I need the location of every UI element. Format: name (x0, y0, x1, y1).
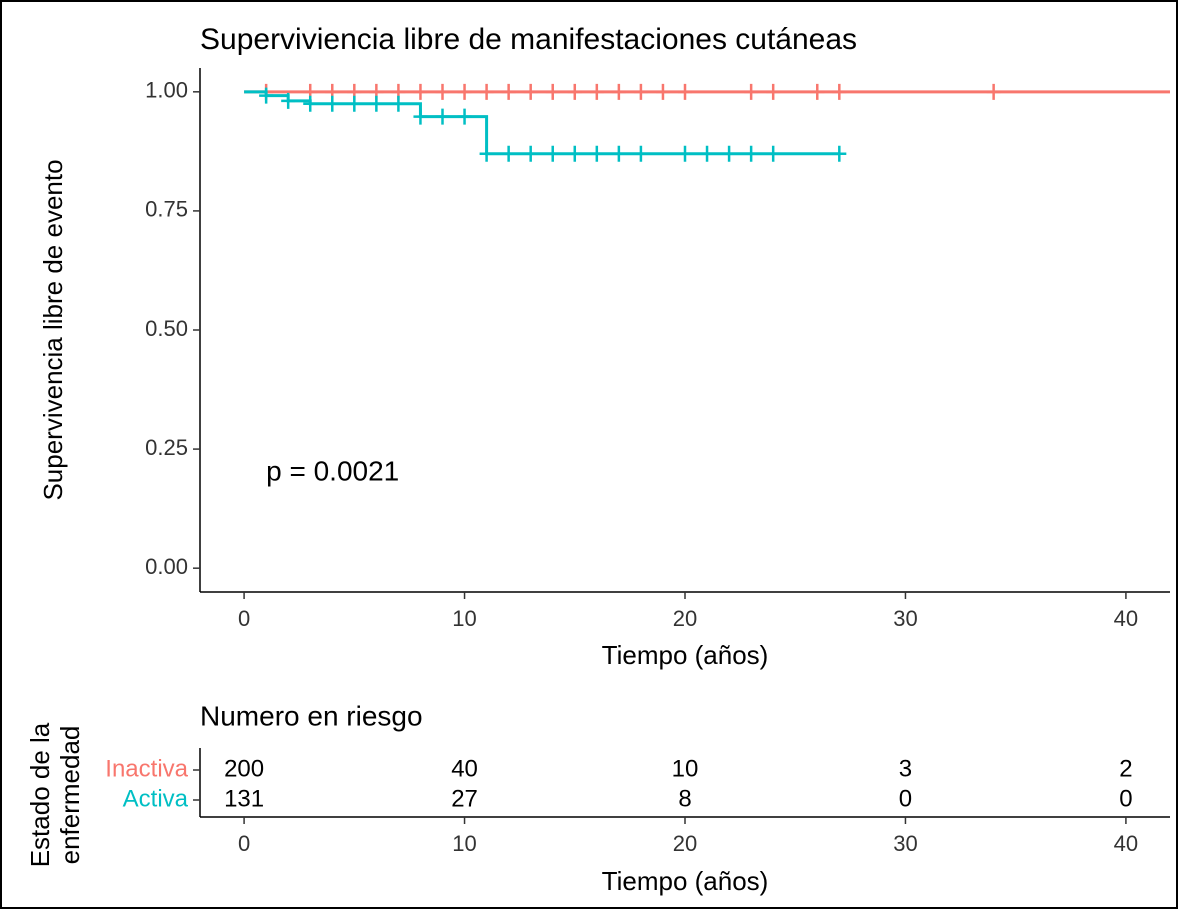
y-tick-label: 0.75 (145, 197, 188, 222)
censor-mark (722, 145, 737, 162)
censor-mark (281, 92, 296, 109)
censor-mark (523, 145, 538, 162)
risk-count: 3 (899, 755, 912, 782)
censor-mark (545, 83, 560, 100)
risk-count: 200 (224, 755, 264, 782)
censor-mark (501, 145, 516, 162)
table-title: Numero en riesgo (200, 700, 423, 731)
x-tick-label: 30 (893, 831, 917, 856)
censor-mark (391, 95, 406, 112)
censor-mark (766, 83, 781, 100)
x-tick-label: 40 (1114, 606, 1138, 631)
censor-mark (810, 83, 825, 100)
risk-count: 0 (899, 785, 912, 812)
censor-mark (744, 83, 759, 100)
censor-mark (369, 95, 384, 112)
censor-mark (479, 83, 494, 100)
censor-mark (523, 83, 538, 100)
y-tick-label: 1.00 (145, 78, 188, 103)
censor-mark (325, 95, 340, 112)
censor-mark (303, 95, 318, 112)
censor-mark (435, 83, 450, 100)
censor-mark (435, 108, 450, 125)
x-tick-label: 10 (452, 606, 476, 631)
censor-mark (259, 87, 274, 104)
censor-mark (413, 108, 428, 125)
censor-mark (678, 145, 692, 162)
censor-mark (744, 145, 759, 162)
x-axis-label: Tiempo (años) (602, 866, 769, 896)
x-tick-label: 0 (238, 831, 250, 856)
censor-mark (457, 83, 472, 100)
x-axis-label: Tiempo (años) (602, 640, 769, 670)
x-tick-label: 10 (452, 831, 476, 856)
censor-mark (611, 145, 626, 162)
censor-mark (655, 83, 670, 100)
censor-mark (589, 83, 604, 100)
censor-mark (413, 83, 428, 100)
censor-mark (986, 83, 1001, 100)
risk-count: 10 (672, 755, 699, 782)
risk-count: 40 (451, 755, 478, 782)
annotation: p = 0.0021 (266, 455, 399, 486)
censor-mark (832, 83, 847, 100)
y-tick-label: 0.25 (145, 435, 188, 460)
censor-mark (766, 145, 781, 162)
y-tick-label: 0.00 (145, 554, 188, 579)
y-tick-label: 0.50 (145, 316, 188, 341)
x-tick-label: 20 (673, 606, 697, 631)
censor-mark (611, 83, 626, 100)
x-tick-label: 0 (238, 606, 250, 631)
censor-mark (832, 145, 847, 162)
row-label: Activa (123, 785, 189, 812)
censor-mark (567, 145, 582, 162)
censor-mark (633, 145, 648, 162)
censor-mark (457, 108, 472, 125)
y-axis-label: Supervivencia libre de evento (38, 159, 68, 500)
risk-count: 8 (678, 785, 691, 812)
censor-mark (347, 95, 362, 112)
x-tick-label: 30 (893, 606, 917, 631)
x-tick-label: 20 (673, 831, 697, 856)
censor-mark (589, 145, 604, 162)
risk-count: 2 (1119, 755, 1132, 782)
risk-count: 131 (224, 785, 264, 812)
legend-title: enfermedad (55, 726, 85, 865)
censor-mark (545, 145, 560, 162)
censor-mark (501, 83, 516, 100)
risk-count: 0 (1119, 785, 1132, 812)
chart-title: Superviviencia libre de manifestaciones … (200, 23, 857, 56)
x-tick-label: 40 (1114, 831, 1138, 856)
censor-mark (567, 83, 582, 100)
risk-count: 27 (451, 785, 478, 812)
censor-mark (633, 83, 648, 100)
censor-mark (479, 145, 494, 162)
censor-mark (700, 145, 715, 162)
legend-title: Estado de la (25, 722, 55, 867)
row-label: Inactiva (105, 755, 188, 782)
censor-mark (678, 83, 692, 100)
